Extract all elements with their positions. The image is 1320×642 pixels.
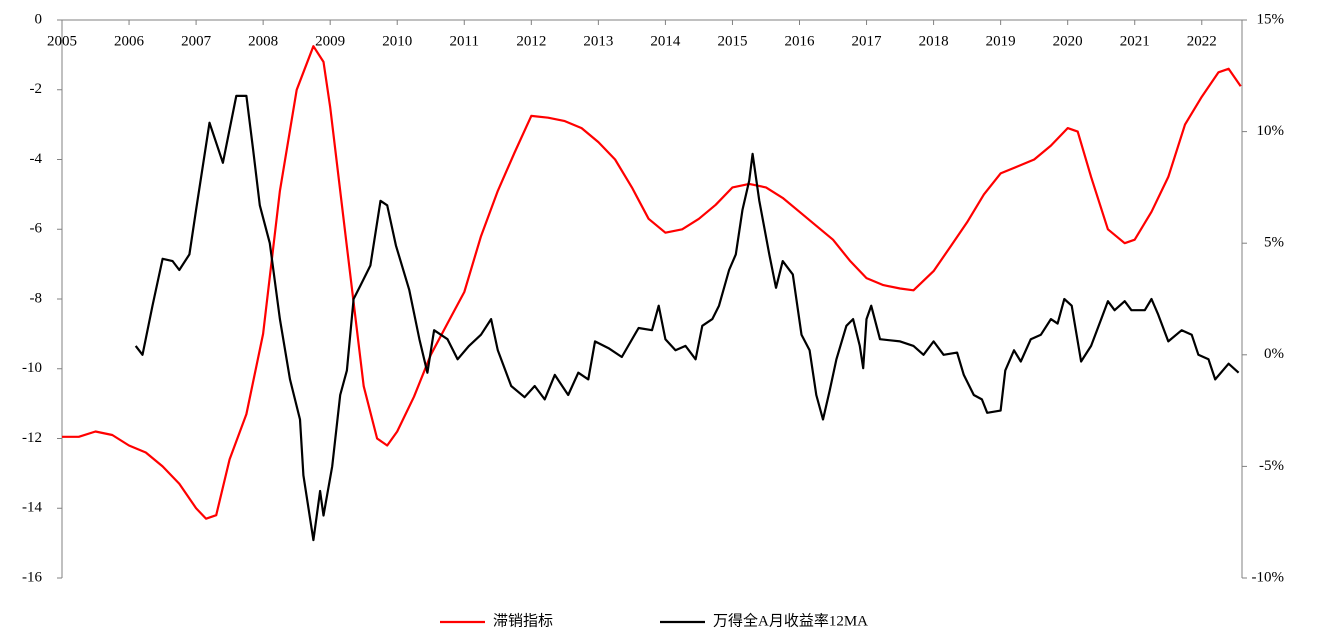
series-line [62,45,1242,520]
y2-tick-label: -10% [1252,569,1285,585]
x-tick-label: 2014 [650,33,681,49]
y-tick-label: -14 [22,500,42,516]
x-tick-label: 2007 [181,33,212,49]
y-tick-label: -4 [30,151,43,167]
x-tick-label: 2020 [1053,33,1083,49]
x-tick-label: 2015 [717,33,747,49]
y-tick-label: -12 [22,430,42,446]
x-tick-label: 2021 [1120,33,1150,49]
x-tick-label: 2018 [919,33,949,49]
y2-tick-label: 0% [1264,346,1284,362]
series-line [134,94,1240,542]
x-tick-label: 2016 [785,33,816,49]
y-tick-label: -6 [30,221,43,237]
x-tick-label: 2006 [114,33,145,49]
x-tick-label: 2013 [583,33,613,49]
y-tick-label: -8 [30,290,43,306]
y-tick-label: -16 [22,569,42,585]
x-tick-label: 2008 [248,33,278,49]
y2-tick-label: 10% [1257,123,1285,139]
x-tick-label: 2012 [516,33,546,49]
x-tick-label: 2010 [382,33,412,49]
x-tick-label: 2011 [450,33,479,49]
y-tick-label: 0 [35,11,43,27]
legend-label: 滞销指标 [493,612,553,629]
y-tick-label: -10 [22,360,42,376]
x-tick-label: 2009 [315,33,345,49]
x-tick-label: 2019 [986,33,1016,49]
x-tick-label: 2022 [1187,33,1217,49]
y-tick-label: -2 [30,81,43,97]
y2-tick-label: 5% [1264,235,1284,251]
x-tick-label: 2005 [47,33,77,49]
x-tick-label: 2017 [852,33,883,49]
y2-tick-label: 15% [1257,11,1285,27]
legend-label: 万得全A月收益率12MA [713,611,868,629]
y2-tick-label: -5% [1259,458,1284,474]
